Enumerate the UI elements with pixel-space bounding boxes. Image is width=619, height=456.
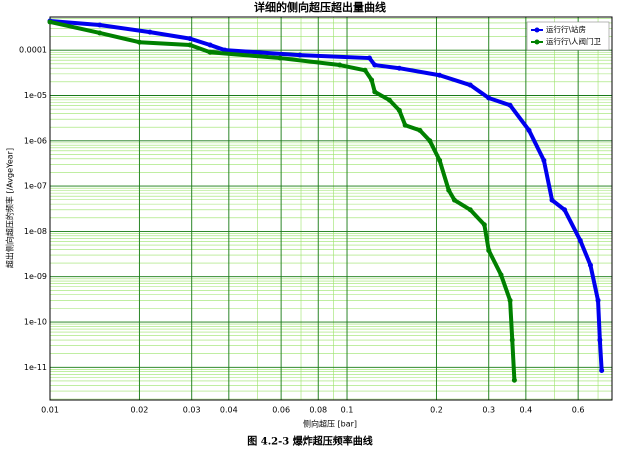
y-tick-label: 1e-10 [24,318,47,327]
y-tick-label: 1e-07 [24,182,47,191]
point [597,337,603,343]
point [337,62,343,68]
point [446,187,452,193]
point [486,95,492,101]
point [526,127,532,133]
point [297,52,303,58]
point [369,77,375,83]
point [498,272,504,278]
y-tick-label: 0.0001 [19,46,47,55]
x-tick-label: 0.01 [41,406,59,415]
point [599,368,605,374]
x-tick-label: 0.2 [430,406,443,415]
point [595,297,601,303]
caption: 图 4.2-3 爆炸超压频率曲线 [247,435,372,448]
point [507,102,513,108]
point [207,49,213,55]
point [187,36,193,42]
point [47,19,53,25]
legend-marker [534,39,540,45]
point [509,337,515,343]
x-tick-label: 0.1 [341,406,354,415]
point [507,297,513,303]
plot-frame [49,16,613,401]
x-tick-label: 0.04 [220,406,238,415]
point [387,97,393,103]
point [97,22,103,28]
point [207,42,213,48]
x-tick-label: 0.03 [183,406,201,415]
point [437,157,443,163]
point [511,377,517,383]
point [396,65,402,71]
point [481,222,487,228]
point [577,237,583,243]
x-tick-label: 0.3 [482,406,495,415]
point [486,247,492,253]
point [417,127,423,133]
legend-label: 运行行\人阀门卫 [546,36,602,46]
chart-title: 详细的侧向超压超出量曲线 [254,0,386,14]
point [427,138,433,144]
y-tick-label: 1e-08 [24,227,47,236]
point [187,42,193,48]
y-axis-label: 超出侧向超压的频率 [/AvgeYear] [5,148,15,268]
plot-area [49,16,613,401]
y-tick-label: 1e-09 [24,272,47,281]
point [372,62,378,68]
y-tick-label: 1e-05 [24,91,47,100]
y-tick-label: 1e-11 [24,363,47,372]
legend-label: 运行行\站房 [546,24,586,34]
x-tick-label: 0.6 [572,406,585,415]
point [362,67,368,73]
point [277,55,283,61]
point [562,207,568,213]
x-tick-label: 0.08 [309,406,327,415]
point [366,55,372,61]
point [541,157,547,163]
x-axis-label: 侧向超压 [bar] [303,419,357,429]
point [587,262,593,268]
point [136,39,142,45]
point [97,30,103,36]
legend-marker [534,27,540,33]
point [451,197,457,203]
point [467,82,473,88]
point [372,89,378,95]
y-tick-label: 1e-06 [24,136,47,145]
point [549,197,555,203]
point [396,107,402,113]
point [147,29,153,35]
point [437,72,443,78]
x-tick-label: 0.4 [519,406,532,415]
x-tick-label: 0.02 [131,406,149,415]
point [402,122,408,128]
legend-box [526,21,610,51]
x-tick-label: 0.06 [272,406,290,415]
point [467,207,473,213]
